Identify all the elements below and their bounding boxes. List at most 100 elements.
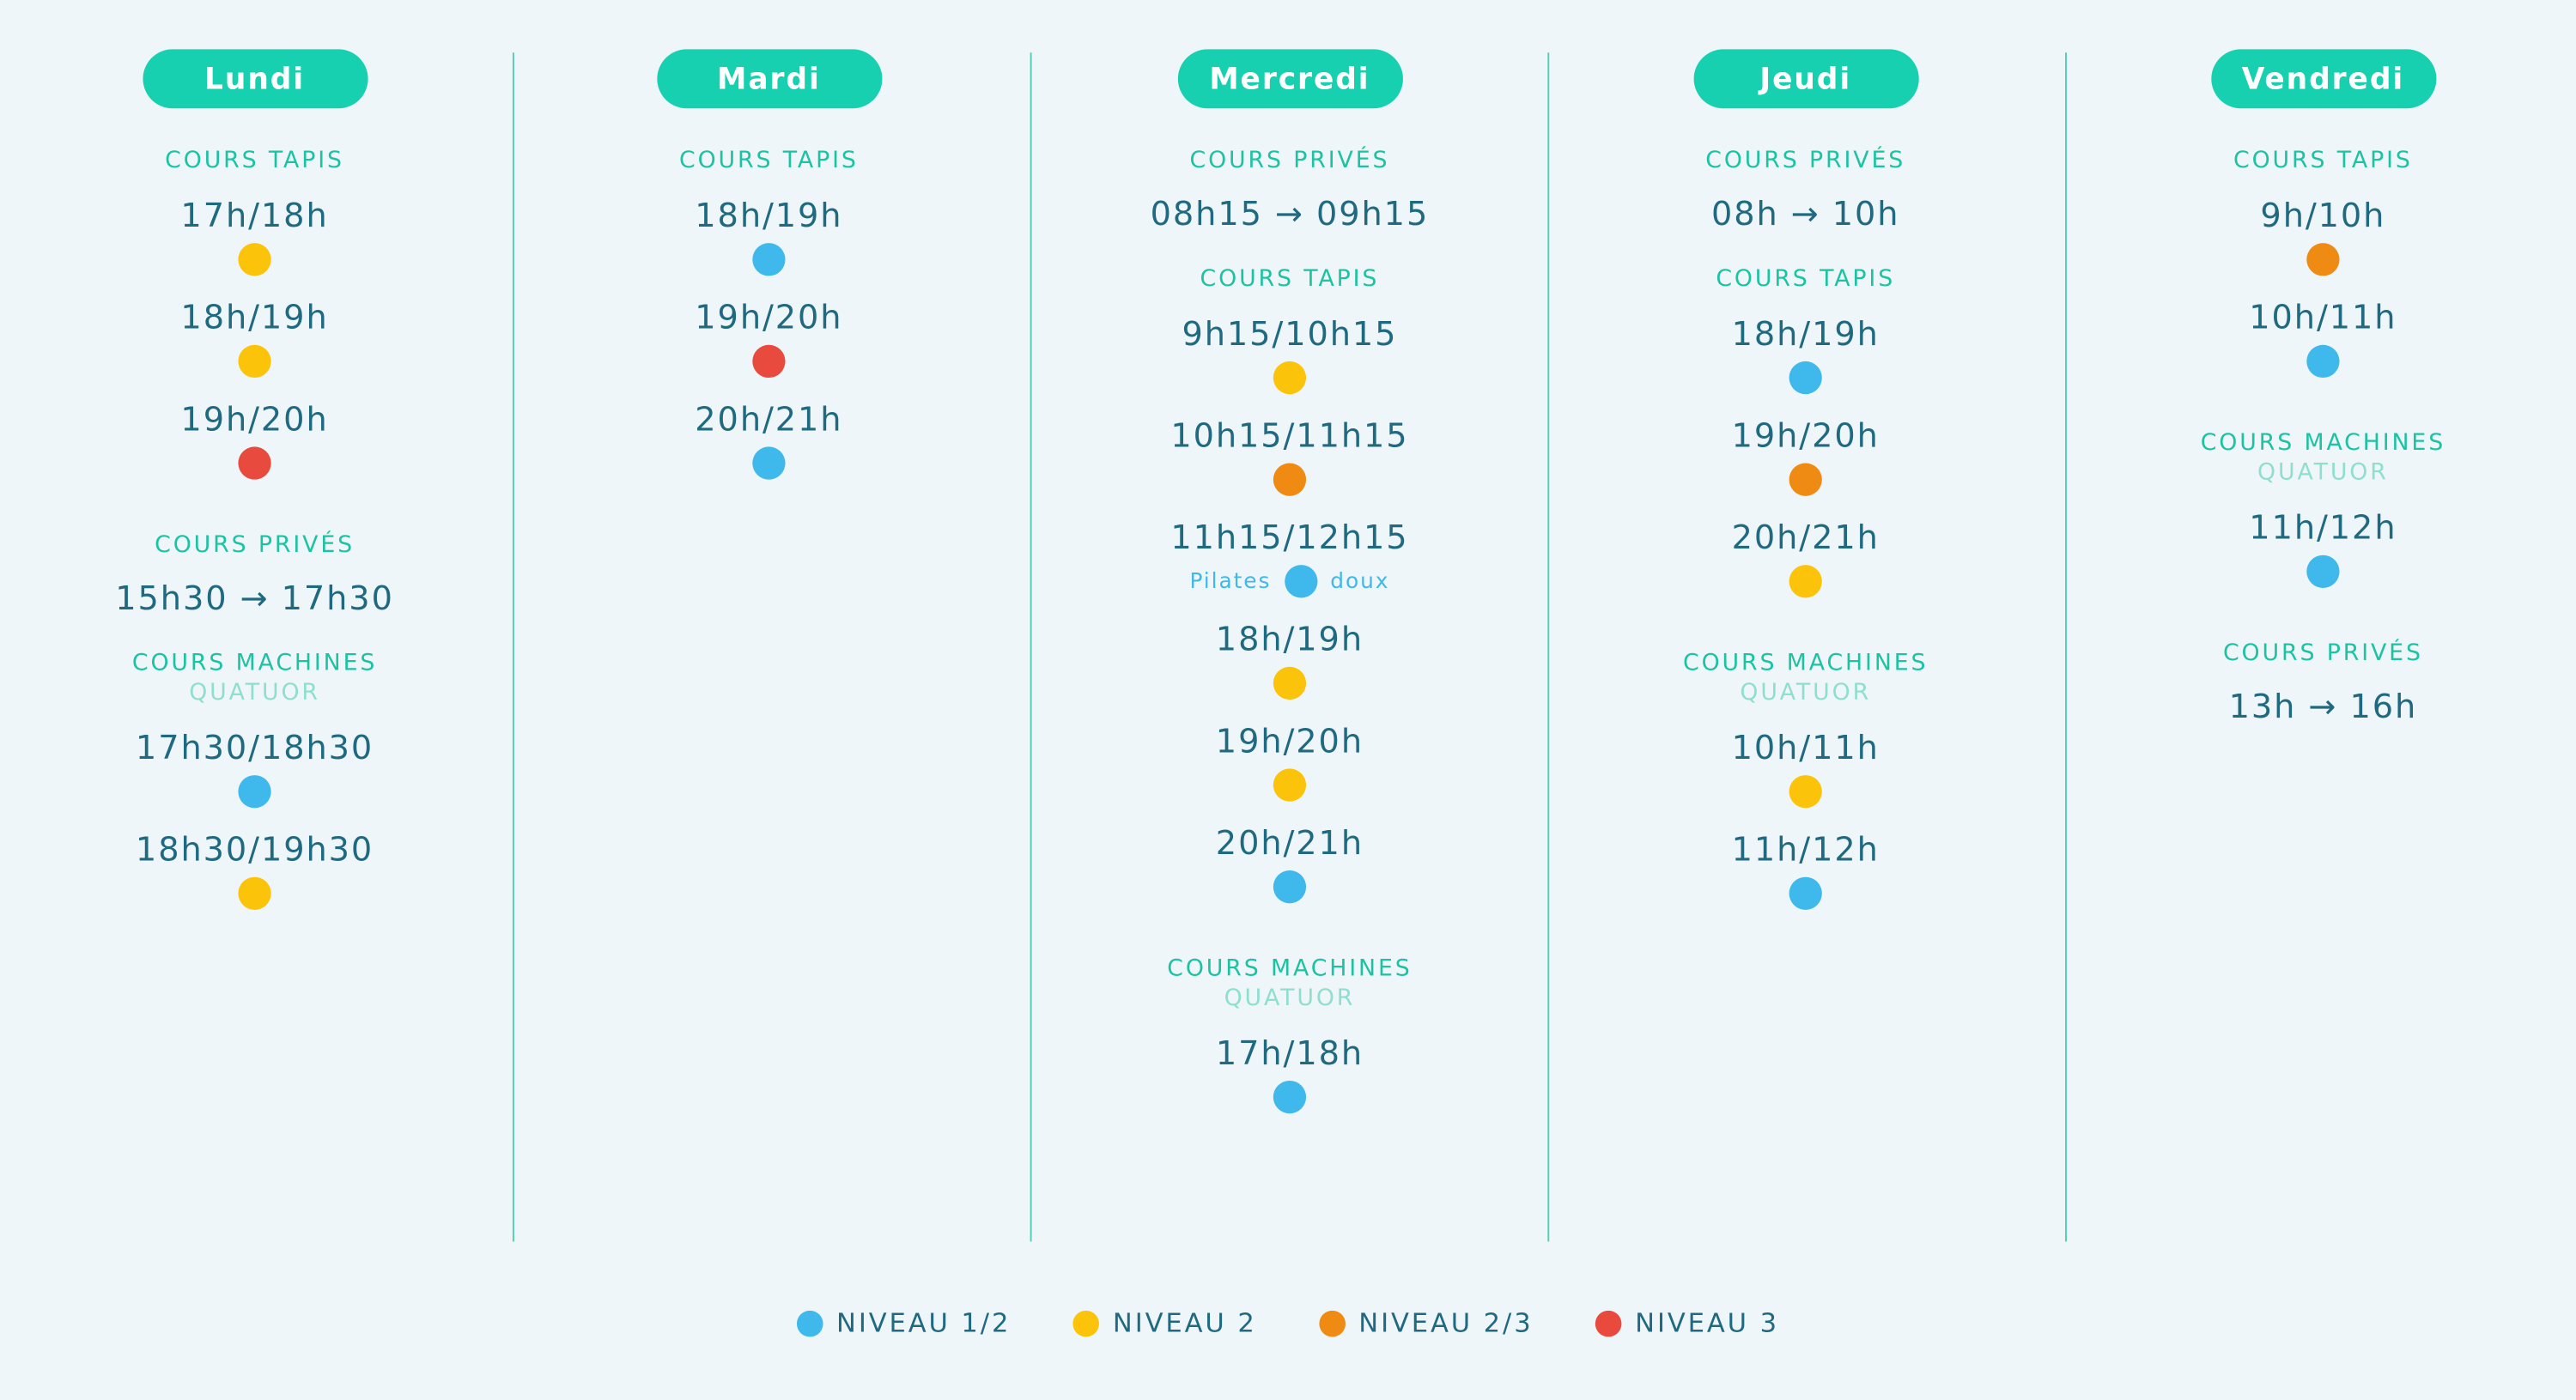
level-dot xyxy=(238,344,271,379)
legend-dot xyxy=(1319,1309,1346,1336)
level-row xyxy=(1273,870,1307,904)
section: COURS TAPIS 9h15/10h15 10h15/11h15 11h15/12… xyxy=(1170,266,1408,923)
level-dot xyxy=(1284,565,1317,598)
level-row xyxy=(238,243,271,276)
column-divider xyxy=(1029,52,1031,1242)
legend-label: NIVEAU 1/2 xyxy=(836,1306,1012,1339)
section-title: COURS TAPIS xyxy=(1200,265,1380,293)
level-row xyxy=(1789,361,1822,395)
level-row xyxy=(1273,768,1307,802)
level-dot xyxy=(238,446,271,480)
slot-note: Pilates xyxy=(1189,568,1272,594)
slot-time: 19h/20h xyxy=(695,297,843,337)
level-row xyxy=(752,344,786,379)
legend-label: NIVEAU 2/3 xyxy=(1358,1306,1534,1339)
section-title: COURS PRIVÉS xyxy=(2222,640,2423,667)
level-row xyxy=(238,876,271,910)
section: COURS MACHINES QUATUOR 10h/11h 11h/12h xyxy=(1683,651,1928,930)
level-dot xyxy=(1789,463,1822,496)
time-slot: 20h/21h xyxy=(1216,821,1364,904)
level-row xyxy=(752,446,786,480)
day-label: Lundi xyxy=(142,49,368,109)
level-dot xyxy=(1789,775,1822,809)
slot-time: 17h30/18h30 xyxy=(135,727,374,767)
level-row xyxy=(1273,1080,1307,1114)
time-slot: 18h/19h xyxy=(1732,312,1880,395)
level-row xyxy=(1273,361,1307,395)
level-row xyxy=(1789,565,1822,598)
level-dot xyxy=(238,876,271,910)
time-slot: 18h/19h xyxy=(695,194,842,276)
column-divider xyxy=(511,52,513,1242)
level-dot xyxy=(238,775,271,809)
slot-time: 11h/12h xyxy=(2249,507,2397,548)
level-row xyxy=(752,243,786,276)
day-column: Jeudi COURS PRIVÉS 08h → 10h COURS TAPIS 18h… xyxy=(1547,49,2063,1241)
day-column: Mercredi COURS PRIVÉS 08h15 → 09h15 COURS T… xyxy=(1032,49,1548,1241)
slot-time: 20h/21h xyxy=(1215,822,1364,863)
slot-time: 19h/20h xyxy=(1215,720,1364,761)
section-subtitle: QUATUOR xyxy=(2257,459,2389,487)
time-slot: 18h/19h xyxy=(180,295,329,379)
level-dot xyxy=(1273,666,1307,700)
legend-label: NIVEAU 3 xyxy=(1635,1306,1779,1339)
time-slot: 18h/19h xyxy=(1216,617,1364,700)
level-dot xyxy=(752,344,786,379)
time-slot: 19h/20h xyxy=(1732,414,1880,496)
level-row xyxy=(238,344,271,379)
slot-time: 20h/21h xyxy=(695,398,843,439)
section-title: COURS TAPIS xyxy=(2233,148,2413,174)
section: COURS PRIVÉS 15h30 → 17h30 xyxy=(115,532,394,617)
slot-time: 9h15/10h15 xyxy=(1182,313,1398,354)
slot-time: 18h/19h xyxy=(180,297,329,337)
time-slot: 18h30/19h30 xyxy=(136,827,374,910)
time-slot: 11h15/12h15 Pilates doux xyxy=(1170,516,1408,598)
section-title: COURS TAPIS xyxy=(1716,265,1896,293)
legend-label: NIVEAU 2 xyxy=(1112,1306,1257,1339)
section: COURS TAPIS 18h/19h 19h/20h 20h/21h xyxy=(679,148,859,499)
time-slot: 10h15/11h15 xyxy=(1170,414,1408,496)
day-label: Mercredi xyxy=(1176,49,1403,109)
slot-time: 18h/19h xyxy=(1215,619,1364,659)
section-subtitle: QUATUOR xyxy=(189,680,320,706)
day-column: Vendredi COURS TAPIS 9h/10h 10h/11h COURS MA… xyxy=(2065,49,2576,1241)
slot-time: 10h15/11h15 xyxy=(1170,415,1409,455)
legend-dot xyxy=(1073,1309,1100,1336)
slot-time: 20h/21h xyxy=(1731,517,1880,557)
legend-dot xyxy=(1595,1309,1622,1336)
level-row xyxy=(1789,876,1822,910)
time-slot: 10h/11h xyxy=(2249,295,2397,379)
day-label: Mardi xyxy=(656,49,882,109)
section: COURS TAPIS 18h/19h 19h/20h 20h/21h xyxy=(1716,266,1895,617)
legend-dot xyxy=(797,1309,823,1336)
level-dot xyxy=(1273,463,1307,496)
section: COURS TAPIS 17h/18h 18h/19h 19h/20h xyxy=(165,148,344,499)
time-slot: 19h/20h xyxy=(180,397,328,480)
section-title: COURS TAPIS xyxy=(679,148,859,174)
time-slot: 9h/10h xyxy=(2260,194,2385,276)
level-dot xyxy=(752,243,786,276)
level-dot xyxy=(1273,1080,1307,1114)
level-dot xyxy=(752,446,786,480)
section-title: COURS PRIVÉS xyxy=(1705,148,1906,174)
legend-item: NIVEAU 2/3 xyxy=(1319,1307,1533,1338)
level-dot xyxy=(2306,243,2340,276)
slot-time: 17h/18h xyxy=(180,195,329,235)
slot-time: 9h/10h xyxy=(2260,195,2386,235)
section-subtitle: QUATUOR xyxy=(1224,985,1356,1012)
time-slot: 10h/11h xyxy=(1732,726,1880,809)
section-title: COURS TAPIS xyxy=(165,148,344,174)
time-slot: 11h/12h xyxy=(1732,827,1880,910)
time-slot: 20h/21h xyxy=(1732,516,1880,598)
level-row xyxy=(1273,666,1307,700)
column-divider xyxy=(2064,52,2066,1242)
legend-item: NIVEAU 2 xyxy=(1073,1307,1257,1338)
legend: NIVEAU 1/2 NIVEAU 2 NIVEAU 2/3 NIVEAU 3 xyxy=(0,1307,2576,1338)
slot-note: doux xyxy=(1330,568,1390,594)
section: COURS PRIVÉS 08h15 → 09h15 xyxy=(1151,148,1430,233)
time-slot: 19h/20h xyxy=(1216,719,1364,802)
level-row xyxy=(1789,463,1822,496)
section: COURS PRIVÉS 08h → 10h xyxy=(1705,148,1905,233)
level-row xyxy=(2306,344,2340,379)
time-range: 08h → 10h xyxy=(1710,193,1900,233)
